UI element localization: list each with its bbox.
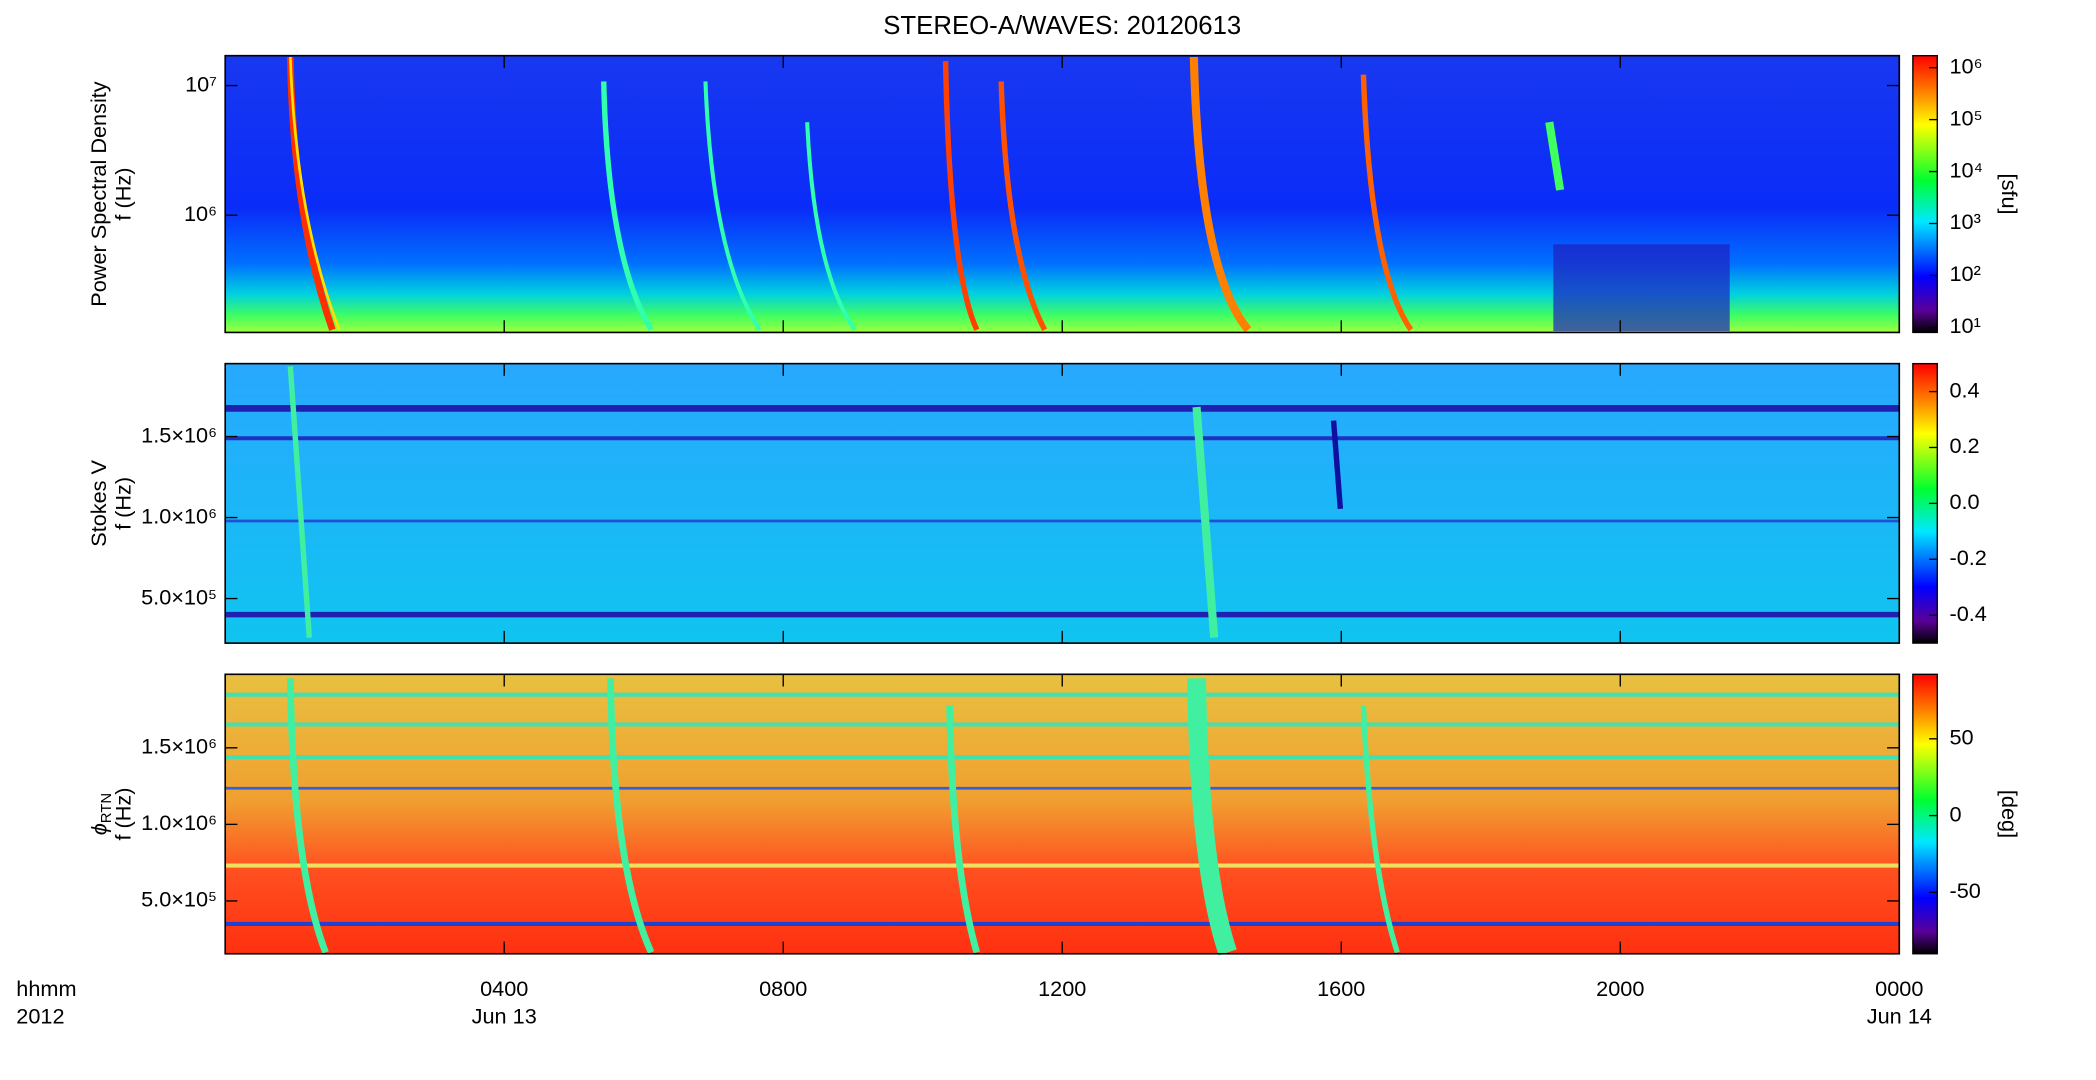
colorbar-label: [deg]: [1997, 790, 2022, 838]
y-axis-label: Stokes V: [86, 459, 111, 546]
x-tick-label: 0000: [1875, 976, 1923, 1001]
y-axis-label: f (Hz): [111, 168, 136, 221]
y-axis-label-symbol: ϕ: [86, 823, 111, 835]
y-axis-label-subscript: RTN: [98, 793, 115, 823]
colorbar-tick-label: 0: [1949, 801, 1961, 826]
x-date-label: Jun 14: [1867, 1003, 1932, 1028]
x-date-label: Jun 13: [472, 1003, 537, 1028]
x-tick-label: 0800: [759, 976, 807, 1001]
y-axis-label: f (Hz): [111, 788, 136, 841]
colorbar-tick-label: 10⁵: [1949, 105, 1982, 130]
colorbar-tick-label: 10¹: [1949, 313, 1980, 338]
y-tick-label: 10⁷: [185, 71, 217, 96]
colorbar-tick-label: -0.4: [1949, 601, 1986, 626]
chart-title: STEREO-A/WAVES: 20120613: [883, 12, 1241, 40]
colorbar: [1912, 55, 1938, 334]
colorbar-tick-label: 0.0: [1949, 489, 1979, 514]
y-axis-label: ϕRTN: [86, 793, 115, 835]
y-axis-label: Power Spectral Density: [86, 81, 111, 307]
x-tick-label: 1200: [1038, 976, 1086, 1001]
y-tick-label: 1.5×10⁶: [141, 734, 217, 759]
y-tick-label: 5.0×10⁵: [141, 584, 217, 609]
colorbar-tick-label: 50: [1949, 725, 1973, 750]
x-axis-label: hhmm: [16, 976, 76, 1001]
colorbar-tick-label: 10³: [1949, 209, 1980, 234]
spectrogram-texture: [225, 56, 1900, 956]
y-tick-label: 1.0×10⁶: [141, 810, 217, 835]
spectrogram: [225, 674, 1900, 954]
y-tick-label: 1.5×10⁶: [141, 422, 217, 447]
colorbar-tick-label: 10²: [1949, 261, 1980, 286]
y-tick-label: 10⁶: [184, 201, 217, 226]
x-axis-label: 2012: [16, 1003, 64, 1028]
colorbar-tick-label: 0.4: [1949, 377, 1979, 402]
y-tick-label: 5.0×10⁵: [141, 887, 217, 912]
colorbar-tick-label: 10⁶: [1949, 53, 1982, 78]
y-tick-label: 1.0×10⁶: [141, 503, 217, 528]
y-axis-label: f (Hz): [111, 477, 136, 530]
colorbar-tick-label: -50: [1949, 878, 1980, 903]
colorbar-tick-label: 0.2: [1949, 433, 1979, 458]
colorbar-tick-label: 10⁴: [1949, 157, 1982, 182]
colorbar-tick-label: -0.2: [1949, 545, 1986, 570]
x-tick-label: 0400: [480, 976, 528, 1001]
colorbar: [1912, 673, 1938, 955]
x-tick-label: 1600: [1317, 976, 1365, 1001]
x-tick-label: 2000: [1596, 976, 1644, 1001]
colorbar-label: [sfu]: [1997, 174, 2022, 215]
